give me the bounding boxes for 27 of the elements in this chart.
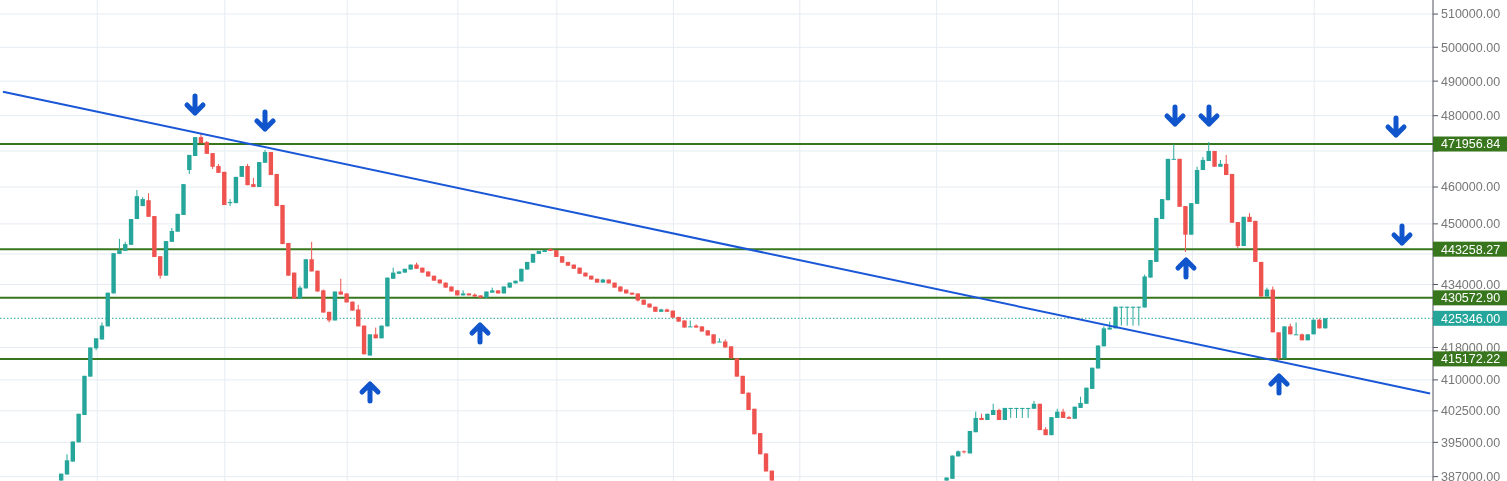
candlestick [367, 333, 373, 357]
y-tick-label: 410000.00 [1441, 373, 1501, 388]
y-tick-label: 450000.00 [1441, 217, 1501, 232]
y-tick-label: 387000.00 [1441, 470, 1501, 481]
candlestick [1235, 221, 1241, 249]
y-tick-label: 490000.00 [1441, 74, 1501, 89]
ref-line-label: 415172.22 [1441, 352, 1501, 367]
y-tick-label: 480000.00 [1441, 109, 1501, 124]
candlestick [734, 357, 740, 378]
y-tick-label: 402500.00 [1441, 404, 1501, 419]
y-tick-label: 395000.00 [1441, 435, 1501, 450]
ref-line-label: 443258.27 [1441, 242, 1501, 257]
y-tick-label: 434000.00 [1441, 277, 1501, 292]
candlestick [134, 189, 140, 220]
ref-line-label: 425346.00 [1441, 311, 1501, 326]
candlestick [961, 449, 967, 454]
ref-line-label: 471956.84 [1441, 137, 1501, 152]
candlestick [309, 241, 314, 272]
candlestick [1136, 306, 1142, 327]
y-tick-label: 460000.00 [1441, 180, 1501, 195]
candlestick [1206, 141, 1211, 162]
y-tick-label: 510000.00 [1441, 7, 1501, 22]
ref-line-label: 430572.90 [1441, 291, 1501, 306]
candlestick [1171, 143, 1176, 160]
y-tick-label: 500000.00 [1441, 40, 1501, 55]
candlestick [1293, 321, 1299, 336]
candlestick [717, 337, 722, 343]
